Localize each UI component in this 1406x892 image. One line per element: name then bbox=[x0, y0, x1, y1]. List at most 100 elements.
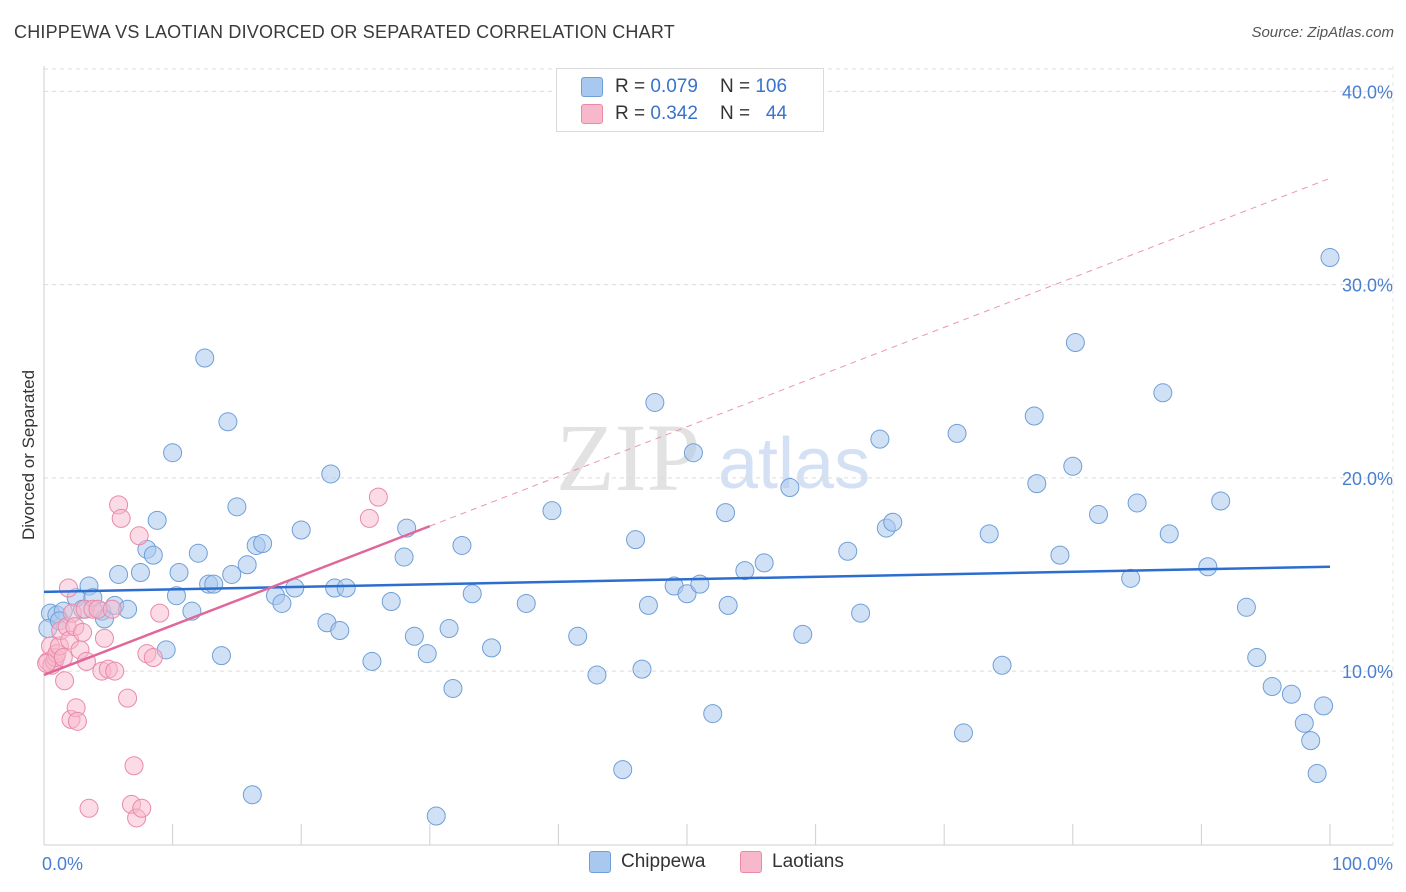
chippewa-point bbox=[291, 520, 311, 540]
laotians-point bbox=[102, 599, 122, 619]
chippewa-point bbox=[426, 806, 446, 826]
laotians-point bbox=[150, 603, 170, 623]
chippewa-point bbox=[716, 503, 736, 523]
legend-swatch-laotians bbox=[581, 104, 603, 124]
x-tick-label-min: 0.0% bbox=[42, 854, 83, 874]
laotians-point bbox=[111, 508, 131, 528]
chippewa-point bbox=[394, 547, 414, 567]
y-axis-title: Divorced or Separated bbox=[19, 370, 38, 540]
stats-legend: R = 0.079 N = 106 R = 0.342 N = 44 bbox=[556, 68, 824, 132]
chippewa-point bbox=[1314, 696, 1334, 716]
chippewa-point bbox=[1320, 248, 1340, 268]
chippewa-point bbox=[381, 592, 401, 612]
chippewa-point bbox=[645, 392, 665, 412]
legend-r-value: 0.079 bbox=[650, 76, 698, 97]
chippewa-point bbox=[1050, 545, 1070, 565]
chippewa-point bbox=[1294, 713, 1314, 733]
chippewa-point bbox=[336, 578, 356, 598]
chippewa-point bbox=[1127, 493, 1147, 513]
chippewa-point bbox=[211, 646, 231, 666]
legend-r-label: R = bbox=[615, 103, 646, 124]
chippewa-point bbox=[222, 564, 242, 584]
y-tick-label: 20.0% bbox=[1342, 469, 1393, 489]
chippewa-point bbox=[169, 563, 189, 583]
series-label-chippewa: Chippewa bbox=[621, 851, 706, 872]
trend-lines bbox=[429, 177, 1331, 527]
chippewa-point bbox=[321, 464, 341, 484]
source-label: Source: ZipAtlas.com bbox=[1251, 24, 1394, 41]
chippewa-point bbox=[1211, 491, 1231, 511]
chippewa-point bbox=[568, 626, 588, 646]
laotians-trend-line bbox=[43, 524, 431, 677]
chippewa-point bbox=[870, 429, 890, 449]
y-tick-label: 10.0% bbox=[1342, 662, 1393, 682]
chippewa-point bbox=[587, 665, 607, 685]
legend-n-value: 106 bbox=[755, 76, 788, 97]
laotians-point bbox=[79, 798, 99, 818]
chippewa-point bbox=[1236, 597, 1256, 617]
chippewa-point bbox=[1153, 383, 1173, 403]
chippewa-point bbox=[1159, 524, 1179, 544]
chippewa-point bbox=[677, 584, 697, 604]
laotians-point bbox=[368, 487, 388, 507]
laotians-point bbox=[129, 526, 149, 546]
chippewa-point bbox=[330, 620, 350, 640]
chippewa-point bbox=[188, 543, 208, 563]
y-tick-label: 30.0% bbox=[1342, 276, 1393, 296]
laotians-point bbox=[118, 688, 138, 708]
legend-r-label: R = bbox=[615, 76, 646, 97]
series-swatch-laotians bbox=[740, 851, 762, 873]
legend-n-label: N = bbox=[719, 76, 751, 97]
chippewa-point bbox=[683, 443, 703, 463]
chart-title: CHIPPEWA VS LAOTIAN DIVORCED OR SEPARATE… bbox=[14, 22, 675, 42]
chippewa-point bbox=[417, 644, 437, 664]
chippewa-point bbox=[793, 624, 813, 644]
chippewa-point bbox=[979, 524, 999, 544]
chippewa-point bbox=[1198, 557, 1218, 577]
chippewa-point bbox=[462, 584, 482, 604]
legend-swatch-chippewa bbox=[581, 77, 603, 97]
chippewa-point bbox=[452, 535, 472, 555]
watermark-zip: ZIP bbox=[556, 404, 700, 511]
chippewa-point bbox=[703, 704, 723, 724]
legend-n-label: N = bbox=[719, 103, 751, 124]
legend-row-chippewa: R = 0.079 N = 106 bbox=[581, 74, 787, 100]
chippewa-trend-line bbox=[43, 565, 1331, 594]
chippewa-point bbox=[632, 659, 652, 679]
chippewa-point bbox=[1063, 456, 1083, 476]
chippewa-point bbox=[195, 348, 215, 368]
chippewa-point bbox=[443, 678, 463, 698]
series-legend-chippewa: Chippewa bbox=[589, 851, 706, 873]
chippewa-point bbox=[143, 545, 163, 565]
laotians-trend-extension bbox=[429, 177, 1331, 527]
laotians-point bbox=[132, 798, 152, 818]
chippewa-point bbox=[626, 530, 646, 550]
chippewa-point bbox=[439, 619, 459, 639]
chippewa-point bbox=[482, 638, 502, 658]
laotians-point bbox=[73, 622, 93, 642]
chippewa-point bbox=[838, 541, 858, 561]
chippewa-point bbox=[516, 593, 536, 613]
series-legend: Chippewa Laotians bbox=[0, 851, 1406, 879]
legend-r-value: 0.342 bbox=[650, 103, 698, 124]
chippewa-point bbox=[1065, 333, 1085, 353]
chippewa-point bbox=[754, 553, 774, 573]
chippewa-point bbox=[163, 443, 183, 463]
chippewa-point bbox=[1281, 684, 1301, 704]
chippewa-point bbox=[1024, 406, 1044, 426]
chippewa-point bbox=[272, 593, 292, 613]
chippewa-point bbox=[130, 563, 150, 583]
chippewa-point bbox=[1307, 763, 1327, 783]
chippewa-point bbox=[237, 555, 257, 575]
chippewa-point bbox=[253, 534, 273, 554]
chippewa-point bbox=[851, 603, 871, 623]
chippewa-point bbox=[227, 497, 247, 517]
legend-n-value: 44 bbox=[765, 103, 788, 124]
chippewa-point bbox=[638, 595, 658, 615]
laotians-point bbox=[37, 653, 57, 673]
chippewa-point bbox=[1027, 474, 1047, 494]
chippewa-point bbox=[1121, 568, 1141, 588]
chippewa-point bbox=[242, 785, 262, 805]
laotians-point bbox=[143, 648, 163, 668]
